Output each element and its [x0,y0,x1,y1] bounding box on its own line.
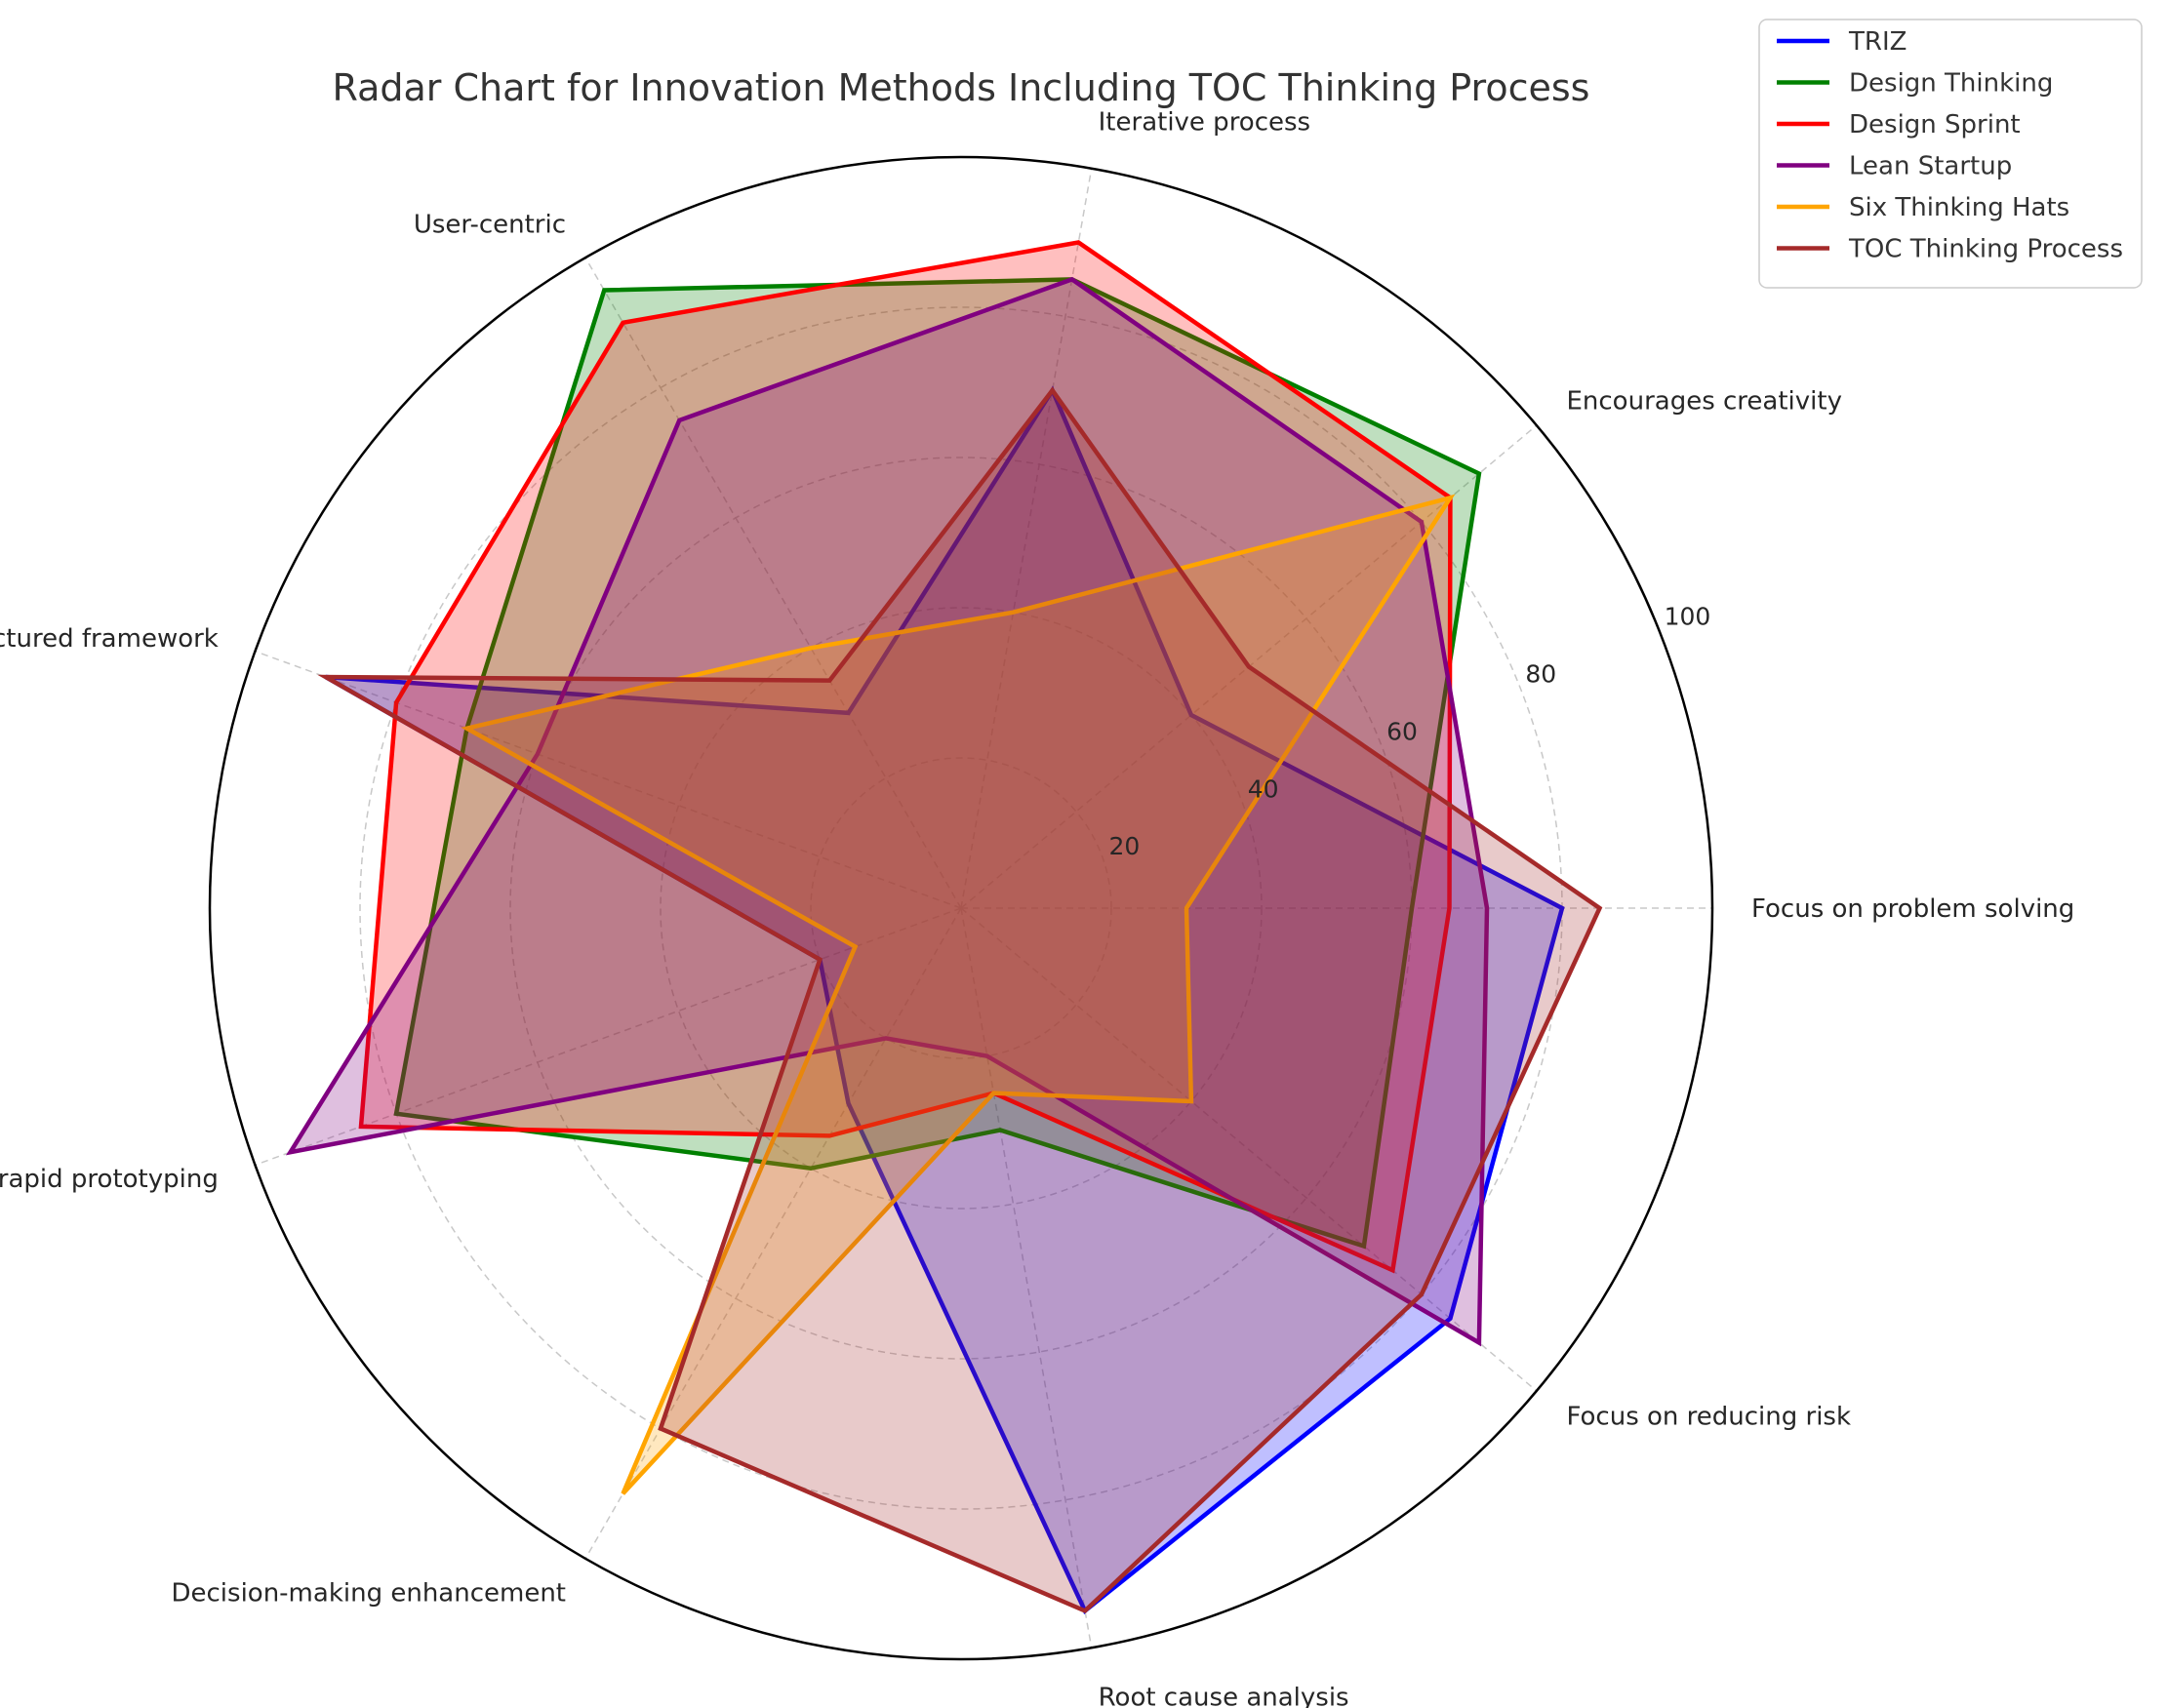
series-line [285,276,1490,1347]
radar-labels: 20 40 60 80 100 Focus on problem solving Encou… [0,107,2074,1708]
legend: TRIZ Design Thinking Design Sprint Lean Sta… [1758,19,2143,289]
grid-spoke [584,257,962,909]
grid-spoke [960,168,1093,909]
axis-category-label: Decision-making enhancement [171,1578,566,1608]
axis-category-label: User-centric [414,211,566,240]
legend-label: Design Thinking [1849,69,2053,99]
axis-category-label: Focus on problem solving [1751,894,2074,924]
axis-category-label: Encourages creativity [1566,386,1841,416]
r-tick-label: 100 [1665,603,1711,631]
outer-circle [208,155,1714,1661]
radar-series-layer [285,240,1603,1614]
axis-category-label: Structured framework [0,624,219,654]
axis-category-label: Root cause analysis [1099,1684,1349,1708]
series-line [461,494,1456,1495]
legend-label: Six Thinking Hats [1849,193,2069,222]
r-tick-label: 40 [1248,775,1279,803]
axis-category-label: Focus on reducing risk [1566,1403,1851,1432]
grid-spoke [255,650,962,909]
legend-box [1758,19,2143,289]
legend-label: Lean Startup [1849,152,2012,181]
r-tick-label: 60 [1386,717,1418,745]
series-line [317,386,1603,1614]
series-fill [325,390,1562,1611]
series-fill [290,279,1488,1343]
series-line [358,240,1453,1274]
grid-circle [660,607,1263,1210]
grid-spoke [960,907,1093,1648]
series-fill [325,390,1600,1611]
series-fill [466,497,1451,1494]
legend-label: Design Sprint [1849,110,2021,139]
series-fill [361,242,1451,1271]
axis-category-label: Emphasis on rapid prototyping [0,1165,219,1194]
chart-title: Radar Chart for Innovation Methods Inclu… [333,66,1590,109]
grid-spoke [255,907,962,1167]
grid-circle [810,757,1112,1059]
series-fill [396,279,1479,1247]
r-tick-label: 80 [1525,659,1556,688]
axis-category-label: Iterative process [1099,107,1310,137]
grid-spoke [960,907,1538,1392]
legend-label: TOC Thinking Process [1848,235,2123,264]
r-tick-label: 20 [1109,832,1141,860]
grid-spoke [584,907,962,1560]
legend-label: TRIZ [1848,27,1907,57]
